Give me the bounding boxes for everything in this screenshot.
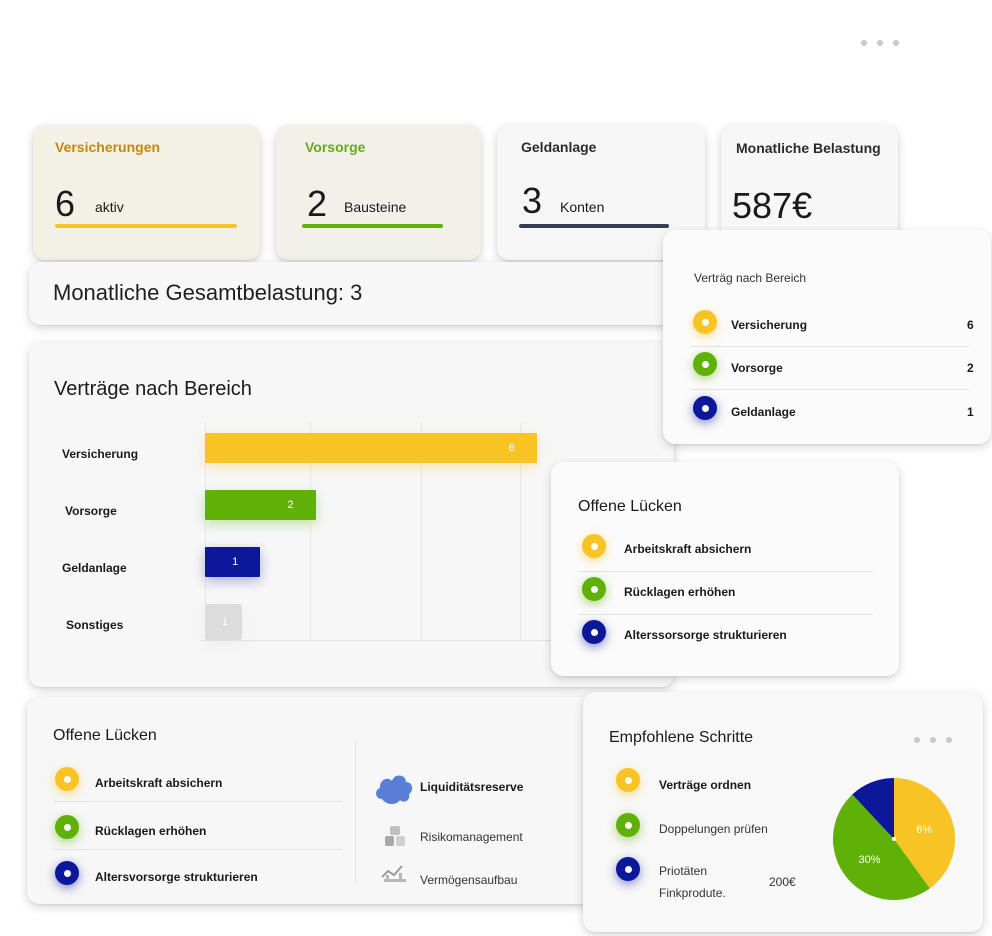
luecken-title: Offene Lücken (53, 727, 157, 744)
yellow-dot-icon (693, 310, 717, 334)
kpi-progress-bar (55, 224, 237, 228)
side-item-label: Liquiditätsreserve (420, 780, 524, 794)
chart-up-icon (380, 861, 408, 885)
side-item-label: Risikomanagement (420, 830, 523, 844)
luecke-item-label: Arbeitskraft absichern (95, 776, 223, 790)
cloud-icon (374, 769, 414, 807)
pie-slice[interactable] (852, 778, 894, 839)
kpi-card-versicherungen[interactable]: Versicherungen 6 aktiv (33, 125, 260, 260)
bereich-item-value: 1 (967, 405, 974, 419)
bereich-item-value: 2 (967, 361, 974, 375)
kpi-unit: Bausteine (344, 199, 407, 215)
luecke-item-label: Rücklagen erhöhen (95, 824, 207, 838)
pie-svg: 6% 30% (833, 778, 955, 900)
bereich-item-label: Versicherung (731, 318, 808, 332)
navy-dot-icon (55, 861, 79, 885)
green-dot-icon (693, 352, 717, 376)
schritt-item-label: Verträge ordnen (659, 778, 752, 792)
pie-slice[interactable] (833, 794, 930, 900)
more-horizontal-icon[interactable] (914, 737, 952, 743)
yellow-dot-icon (55, 767, 79, 791)
navy-dot-icon (616, 857, 640, 881)
schritte-title: Empfohlene Schritte (609, 729, 754, 746)
kpi-progress-bar (519, 224, 669, 228)
kpi-card-vorsorge[interactable]: Vorsorge 2 Bausteine (276, 125, 481, 260)
kpi-title: Vorsorge (305, 139, 366, 155)
gesamtbelastung-banner: Monatliche Gesamtbelastung: 3 (29, 262, 679, 325)
divider (53, 849, 343, 850)
luecken-popup-title: Offene Lücken (578, 498, 682, 515)
grid-line (420, 422, 422, 640)
schritt-item-label: Priotäten Finkprodute. (659, 864, 726, 900)
luecke-item-label: Altersvorsorge strukturieren (95, 870, 258, 884)
kpi-card-geldanlage[interactable]: Geldanlage 3 Konten (497, 125, 705, 260)
bar-versicherung[interactable]: 6 (205, 433, 537, 463)
bereich-list-title: Verträg nach Bereich (694, 271, 807, 285)
bar-chart: Versicherung 6 Vorsorge 2 Geldanlage 1 Sonstig… (29, 342, 674, 687)
gesamtbelastung-text: Monatliche Gesamtbelastung: 3 (53, 280, 363, 305)
bar-value-label: 2 (287, 499, 294, 511)
bereich-item-label: Geldanlage (731, 405, 796, 419)
divider (691, 389, 969, 390)
category-label: Geldanlage (62, 561, 127, 575)
luecke-item-label: Rücklagen erhöhen (624, 585, 736, 599)
side-item-label: Vermögensaufbau (420, 873, 518, 887)
bar-value-label: 1 (221, 616, 228, 628)
bar-value-label: 1 (232, 556, 239, 568)
grid-line (205, 422, 206, 640)
pie-slice-label: 6% (916, 824, 932, 836)
kpi-value: 2 (307, 183, 328, 224)
divider (579, 571, 873, 572)
kpi-title: Monatliche Belastung (736, 140, 881, 156)
kpi-value: 6 (55, 183, 76, 224)
bar-vorsorge[interactable]: 2 (205, 490, 316, 520)
chart-title: Verträge nach Bereich (54, 378, 252, 400)
bar-geldanlage[interactable]: 1 (205, 547, 261, 577)
kpi-progress-bar (302, 224, 443, 228)
bar-sonstiges[interactable]: 1 (205, 604, 242, 640)
schritt-amount: 200€ (769, 875, 796, 889)
more-horizontal-icon[interactable] (861, 40, 899, 46)
bereich-item-label: Vorsorge (731, 361, 783, 375)
divider (53, 801, 343, 802)
category-label: Sonstiges (66, 618, 124, 632)
green-dot-icon (616, 813, 640, 837)
pie-chart: 6% 30% (831, 776, 957, 902)
bereich-item-value: 6 (967, 318, 974, 332)
kpi-title: Versicherungen (55, 139, 161, 155)
kpi-value: 587€ (732, 185, 813, 226)
kpi-unit: Konten (560, 199, 605, 215)
divider (691, 346, 969, 347)
luecke-item-label: Arbeitskraft absichern (624, 542, 752, 556)
pie-slice[interactable] (894, 778, 955, 889)
x-axis-line (201, 640, 589, 641)
navy-dot-icon (693, 396, 717, 420)
category-label: Versicherung (62, 447, 139, 461)
vertical-divider (355, 741, 356, 883)
green-dot-icon (582, 577, 606, 601)
kpi-value: 3 (522, 180, 543, 221)
luecken-popup-card: Offene Lücken Arbeitskraft absichern Rüc… (551, 462, 899, 676)
bereich-list-card: Verträg nach Bereich Versicherung 6 Vors… (663, 230, 991, 444)
grid-line (310, 422, 312, 640)
yellow-dot-icon (582, 534, 606, 558)
yellow-dot-icon (616, 768, 640, 792)
pie-slice-label: 30% (859, 854, 881, 866)
kpi-unit: aktiv (95, 199, 124, 215)
pie-center-dot (892, 837, 896, 841)
divider (579, 614, 873, 615)
bar-value-label: 6 (508, 442, 515, 454)
schritte-card: Empfohlene Schritte Verträge ordnen Dopp… (583, 692, 983, 932)
grid-line (520, 422, 522, 640)
blocks-icon (384, 825, 406, 847)
schritt-item-label: Doppelungen prüfen (659, 822, 768, 836)
navy-dot-icon (582, 620, 606, 644)
category-label: Vorsorge (65, 504, 117, 518)
green-dot-icon (55, 815, 79, 839)
luecke-item-label: Alterssorsorge strukturieren (624, 628, 787, 642)
kpi-title: Geldanlage (521, 139, 597, 155)
luecken-card: Offene Lücken Arbeitskraft absichern Rüc… (27, 697, 627, 904)
